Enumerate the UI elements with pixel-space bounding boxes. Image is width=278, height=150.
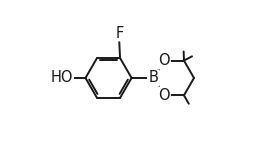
- Text: O: O: [158, 53, 170, 68]
- Text: B: B: [148, 70, 158, 86]
- Text: HO: HO: [51, 70, 74, 86]
- Text: F: F: [115, 26, 123, 41]
- Text: O: O: [158, 88, 170, 103]
